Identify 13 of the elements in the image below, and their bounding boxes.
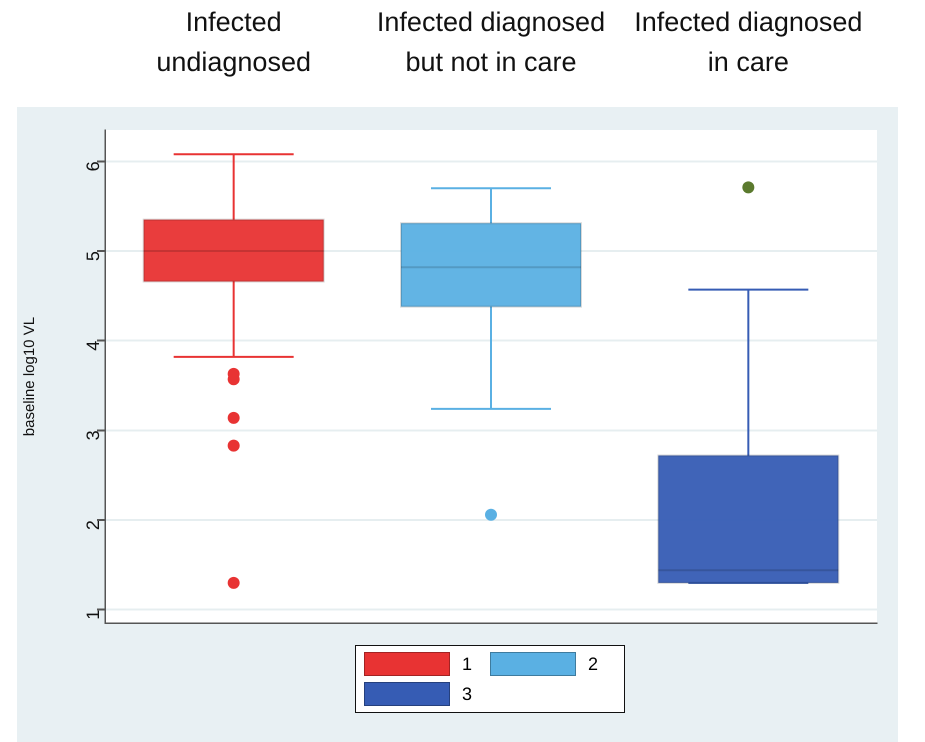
legend-label: 2 (588, 654, 598, 674)
y-tick-label: 2 (82, 520, 103, 530)
legend-label: 3 (462, 684, 472, 704)
x-tick-label: Infected undiagnosed (155, 6, 312, 79)
x-tick-label: Infected diagnosed in care (633, 6, 864, 79)
y-axis-title: baseline log10 VL (21, 316, 38, 436)
y-tick-label: 3 (82, 430, 103, 440)
y-tick-label: 4 (82, 340, 103, 351)
x-tick-label: Infected diagnosed but not in care (376, 6, 606, 79)
y-tick-label: 6 (82, 161, 103, 172)
y-tick-label: 1 (82, 610, 103, 620)
y-tick-label: 5 (82, 251, 103, 262)
legend-label: 1 (462, 654, 472, 674)
